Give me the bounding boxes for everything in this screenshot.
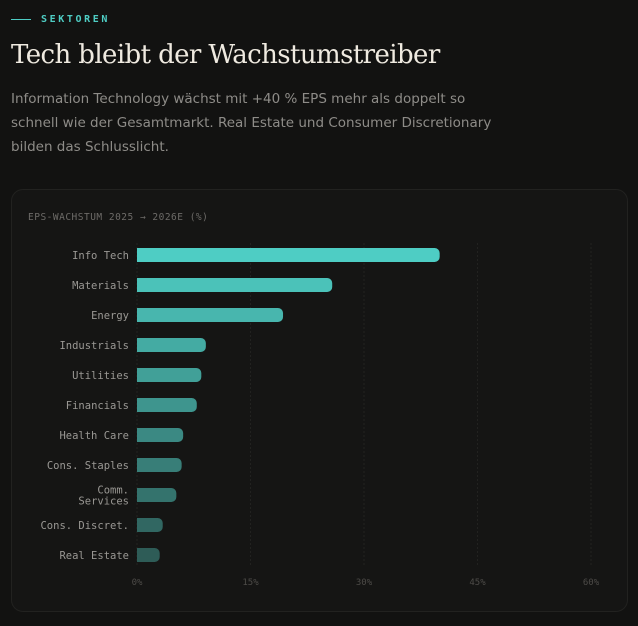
eyebrow-line	[11, 19, 31, 20]
category-label: Cons. Staples	[47, 460, 129, 472]
category-label: Comm.	[97, 485, 129, 497]
x-tick-label: 30%	[356, 578, 373, 588]
bar	[137, 428, 184, 442]
category-label: Health Care	[59, 430, 129, 442]
bar	[137, 548, 160, 562]
lead-text: Information Technology wächst mit +40 % …	[11, 91, 492, 155]
category-label: Industrials	[59, 340, 129, 352]
x-tick-label: 15%	[242, 578, 259, 588]
category-label: Utilities	[72, 370, 129, 382]
bar	[137, 338, 206, 352]
x-tick-label: 0%	[132, 578, 143, 588]
bar	[137, 278, 333, 292]
bar	[137, 248, 440, 262]
bar	[137, 398, 197, 412]
category-label: Materials	[72, 280, 129, 292]
section-eyebrow: SEKTOREN	[11, 14, 110, 25]
x-tick-label: 45%	[469, 578, 486, 588]
bar	[137, 458, 182, 472]
bar	[137, 518, 163, 532]
category-label: Services	[78, 496, 129, 508]
category-label: Info Tech	[72, 250, 129, 262]
bar	[137, 488, 177, 502]
category-label: Cons. Discret.	[40, 520, 129, 532]
category-label: Energy	[91, 310, 129, 322]
x-tick-label: 60%	[583, 578, 600, 588]
bar	[137, 368, 202, 382]
page-title: Tech bleibt der Wachstumstreiber	[11, 40, 440, 70]
category-label: Financials	[66, 400, 129, 412]
category-label: Real Estate	[59, 550, 129, 562]
chart-title: EPS-WACHSTUM 2025 → 2026E (%)	[28, 212, 209, 223]
bar	[137, 308, 284, 322]
bar-chart: 0% 15% 30% 45% 60% Info Tech Materials Energy In…	[40, 243, 600, 588]
eyebrow-label: SEKTOREN	[41, 14, 110, 25]
chart-card: EPS-WACHSTUM 2025 → 2026E (%) 0% 15% 30% 45…	[11, 189, 628, 612]
